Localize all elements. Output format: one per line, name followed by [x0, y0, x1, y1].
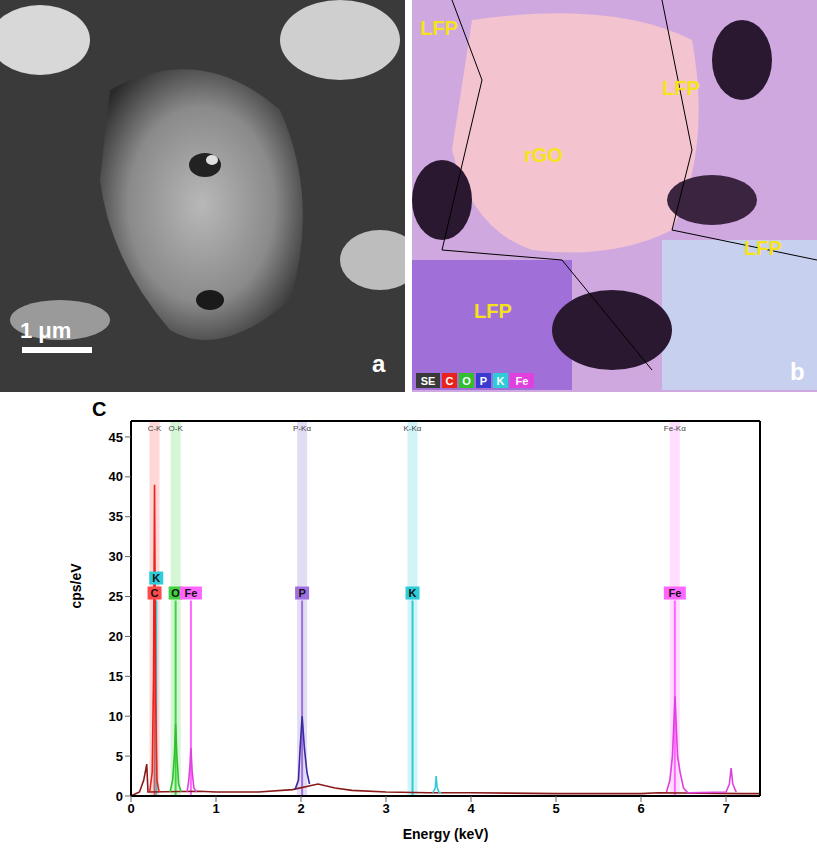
html-text:C: C — [92, 398, 107, 420]
svg-text:25: 25 — [109, 589, 123, 604]
svg-text:cps/eV: cps/eV — [68, 563, 84, 609]
svg-text:Energy (keV): Energy (keV) — [403, 826, 489, 842]
svg-text:LFP: LFP — [662, 77, 700, 99]
svg-text:10: 10 — [109, 709, 123, 724]
svg-text:P-Kα: P-Kα — [293, 424, 311, 433]
svg-text:30: 30 — [109, 549, 123, 564]
svg-text:P: P — [298, 587, 305, 599]
svg-text:a: a — [372, 350, 386, 377]
svg-text:5: 5 — [116, 749, 123, 764]
svg-text:O: O — [462, 375, 471, 387]
svg-text:LFP: LFP — [474, 300, 512, 322]
svg-text:C: C — [446, 375, 454, 387]
svg-text:0: 0 — [116, 789, 123, 804]
svg-text:P: P — [480, 375, 487, 387]
svg-text:LFP: LFP — [420, 17, 458, 39]
svg-text:0: 0 — [127, 801, 134, 816]
svg-text:O: O — [171, 587, 180, 599]
svg-text:7: 7 — [722, 801, 729, 816]
svg-text:3: 3 — [382, 801, 389, 816]
svg-text:5: 5 — [552, 801, 559, 816]
svg-text:SE: SE — [421, 375, 436, 387]
svg-text:LFP: LFP — [744, 237, 782, 259]
svg-text:4: 4 — [467, 801, 475, 816]
svg-text:O-K: O-K — [169, 424, 184, 433]
svg-text:1: 1 — [212, 801, 219, 816]
svg-text:K-Kα: K-Kα — [404, 424, 422, 433]
svg-text:C: C — [151, 587, 159, 599]
svg-text:2: 2 — [297, 801, 304, 816]
svg-text:K: K — [497, 375, 505, 387]
svg-text:1 μm: 1 μm — [20, 318, 71, 343]
svg-text:6: 6 — [637, 801, 644, 816]
svg-text:Fe: Fe — [668, 587, 681, 599]
svg-text:K: K — [152, 572, 160, 584]
svg-text:Fe-Kα: Fe-Kα — [664, 424, 686, 433]
svg-text:45: 45 — [109, 430, 123, 445]
svg-text:Fe: Fe — [185, 587, 198, 599]
svg-text:C-K: C-K — [148, 424, 162, 433]
svg-text:20: 20 — [109, 629, 123, 644]
svg-text:40: 40 — [109, 469, 123, 484]
svg-text:35: 35 — [109, 509, 123, 524]
svg-text:Fe: Fe — [516, 375, 529, 387]
svg-text:rGO: rGO — [524, 144, 563, 166]
svg-text:b: b — [790, 358, 805, 385]
svg-text:15: 15 — [109, 669, 123, 684]
svg-text:K: K — [409, 587, 417, 599]
